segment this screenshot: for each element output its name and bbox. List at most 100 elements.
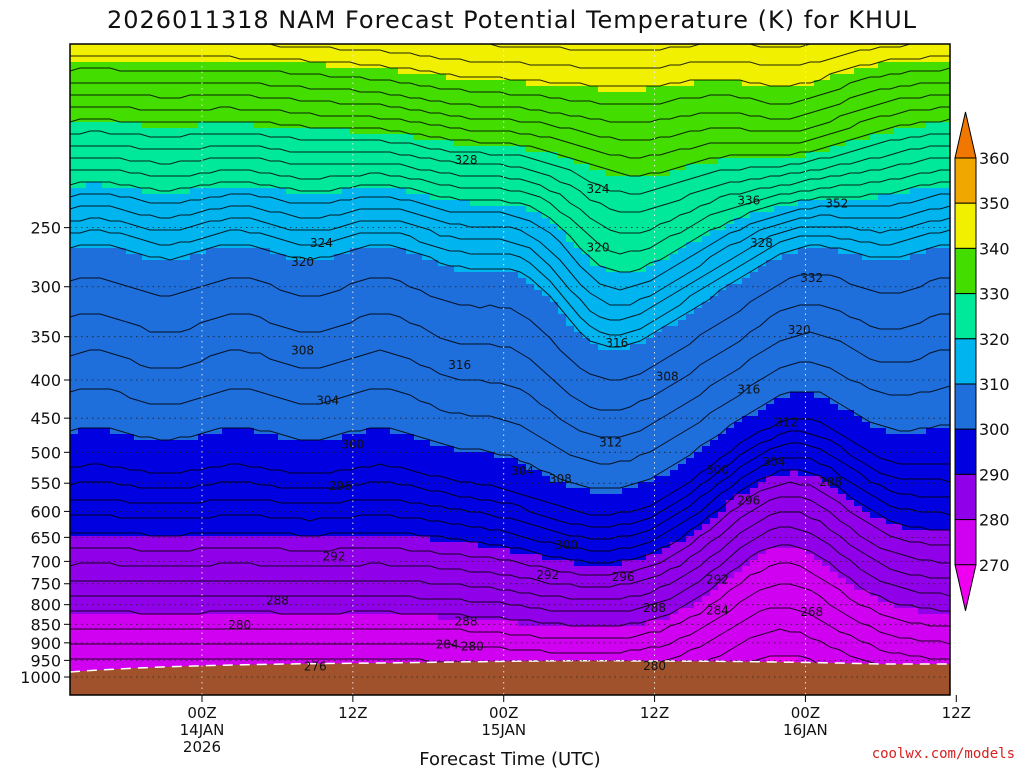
theta-band-cell (358, 44, 367, 69)
theta-band-cell (694, 164, 703, 243)
theta-band-cell (566, 326, 575, 489)
theta-band-cell (118, 62, 127, 123)
theta-band-cell (174, 44, 183, 63)
theta-band-cell (262, 128, 271, 189)
theta-band-cell (102, 248, 111, 429)
theta-band-cell (782, 206, 791, 255)
theta-band-cell (550, 224, 559, 303)
theta-band-cell (598, 566, 607, 627)
theta-band-cell (670, 170, 679, 255)
theta-band-cell (502, 206, 511, 273)
theta-band-cell (918, 614, 927, 693)
theta-band-cell (78, 614, 87, 693)
theta-band-cell (790, 158, 799, 207)
theta-band-cell (918, 128, 927, 189)
theta-band-cell (734, 80, 743, 159)
contour-label: 288 (819, 475, 842, 489)
theta-band-cell (846, 254, 855, 411)
theta-band-cell (150, 536, 159, 615)
theta-band-cell (102, 122, 111, 189)
theta-band-cell (726, 500, 735, 579)
theta-band-cell (678, 542, 687, 609)
theta-band-cell (334, 68, 343, 129)
x-axis-title: Forecast Time (UTC) (419, 749, 600, 768)
theta-band-cell (758, 410, 767, 483)
theta-band-cell (94, 614, 103, 693)
x-tick-label: 00Z (791, 704, 820, 722)
theta-band-cell (678, 44, 687, 87)
isentrope (70, 361, 950, 465)
theta-band-cell (806, 86, 815, 153)
theta-band-cell (550, 482, 559, 561)
theta-band-cell (430, 542, 439, 615)
theta-band-cell (438, 140, 447, 201)
theta-band-cell (942, 428, 950, 531)
y-tick-label: 750 (30, 575, 61, 594)
theta-band-cell (630, 92, 639, 177)
theta-band-cell (598, 266, 607, 351)
theta-band-cell (702, 236, 711, 303)
theta-band-cell (534, 86, 543, 153)
theta-band-cell (262, 44, 271, 63)
theta-band-cell (334, 614, 343, 693)
theta-band-cell (766, 260, 775, 405)
theta-band-cell (622, 176, 631, 273)
theta-band-cell (174, 614, 183, 693)
theta-band-cell (798, 248, 807, 393)
theta-band-cell (102, 44, 111, 63)
theta-band-cell (638, 176, 647, 273)
theta-band-cell (238, 44, 247, 63)
theta-band-cell (78, 536, 87, 615)
theta-band-cell (606, 566, 615, 627)
theta-band-cell (862, 140, 871, 201)
y-tick-label: 350 (30, 328, 61, 347)
theta-band-cell (414, 140, 423, 195)
theta-band-cell (662, 326, 671, 477)
theta-band-cell (598, 170, 607, 267)
contour-label: 280 (461, 639, 484, 653)
theta-band-cell (918, 530, 927, 615)
colorbar-segment (954, 157, 977, 204)
x-tick-label: 14JAN (180, 721, 225, 739)
isentrope (70, 418, 950, 516)
theta-band-cell (822, 566, 831, 669)
theta-band-cell (158, 62, 167, 129)
theta-band-cell (542, 476, 551, 561)
theta-band-cell (94, 122, 103, 183)
theta-band-cell (486, 620, 495, 695)
theta-band-cell (470, 80, 479, 147)
theta-band-cell (726, 284, 735, 429)
colorbar-label: 310 (979, 375, 1010, 394)
theta-band-cell (542, 560, 551, 627)
theta-band-cell (270, 614, 279, 693)
colorbar-segment (954, 519, 977, 566)
theta-band-cell (254, 44, 263, 63)
theta-band-cell (734, 422, 743, 495)
theta-band-cell (822, 80, 831, 153)
theta-band-cell (246, 536, 255, 615)
contour-label: 328 (750, 236, 773, 250)
theta-band-cell (302, 536, 311, 615)
theta-band-cell (830, 404, 839, 489)
theta-band-cell (422, 614, 431, 693)
theta-band-cell (422, 140, 431, 195)
x-tick-label: 12Z (338, 704, 367, 722)
theta-band-cell (230, 122, 239, 189)
theta-band-cell (814, 80, 823, 153)
theta-band-cell (662, 548, 671, 621)
theta-band-cell (350, 44, 359, 69)
colorbar-segment (954, 202, 977, 249)
theta-band-cell (902, 44, 911, 63)
theta-band-cell (310, 614, 319, 693)
theta-band-cell (526, 284, 535, 471)
theta-band-cell (134, 44, 143, 63)
contour-label: 336 (737, 194, 760, 208)
theta-band-cell (558, 560, 567, 627)
theta-band-cell (214, 44, 223, 63)
theta-band-cell (118, 614, 127, 693)
theta-band-cell (366, 614, 375, 693)
theta-band-cell (190, 188, 199, 255)
theta-band-cell (262, 536, 271, 615)
theta-band-cell (158, 614, 167, 693)
isentrope (70, 205, 950, 306)
